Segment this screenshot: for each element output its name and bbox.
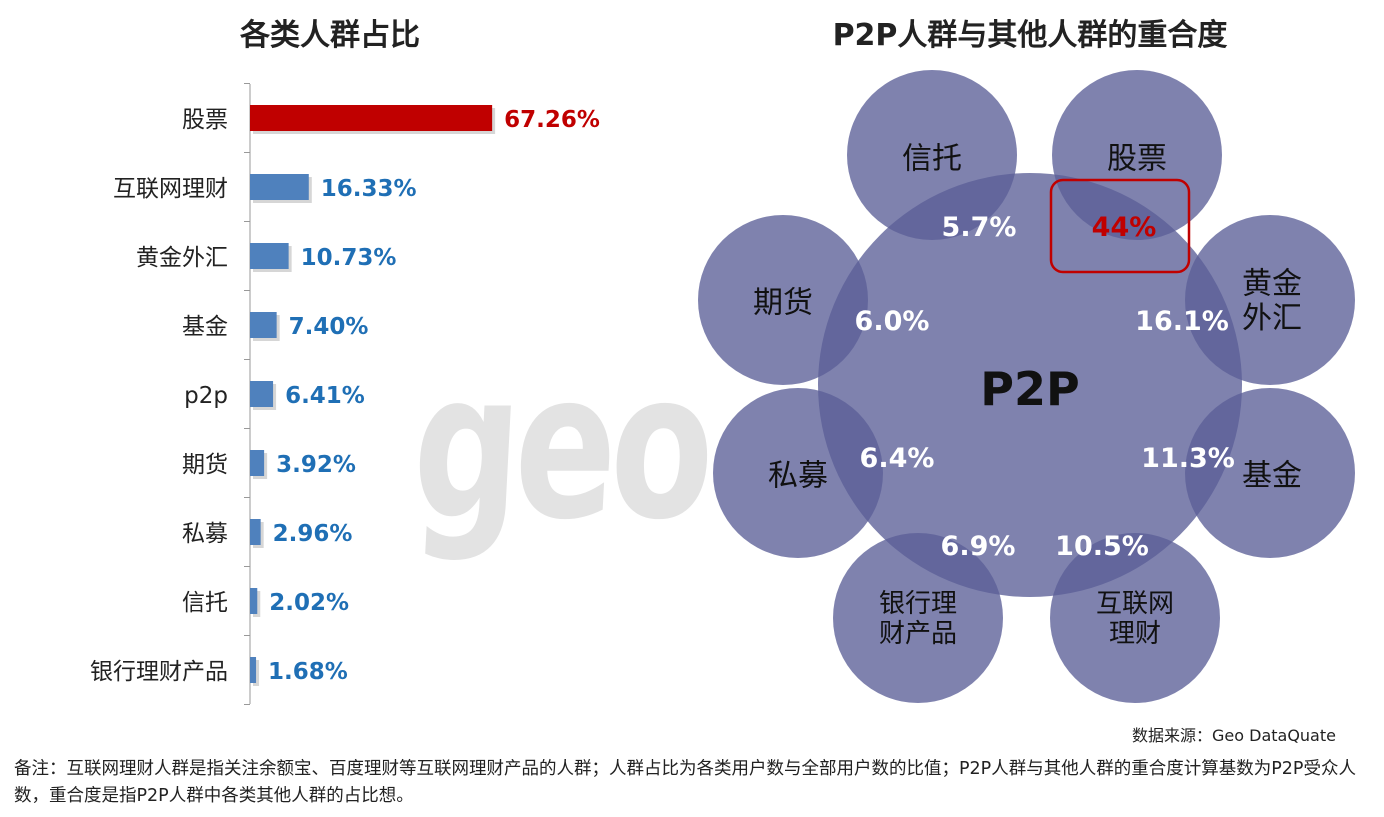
overlap-value-label: 44% xyxy=(1092,212,1157,243)
group-label: 银行理财产品 xyxy=(879,589,957,649)
bar-1 xyxy=(250,105,493,131)
group-circle-1 xyxy=(847,70,1017,240)
bar-2 xyxy=(250,174,309,200)
overlap-value-label: 6.4% xyxy=(860,443,935,474)
p2p-center-label: P2P xyxy=(980,362,1079,416)
footnote: 备注：互联网理财人群是指关注余额宝、百度理财等互联网理财产品的人群；人群占比为各… xyxy=(14,759,1356,806)
bar-4 xyxy=(250,312,277,338)
bar-value-label: 67.26% xyxy=(504,107,600,133)
bar-3 xyxy=(250,243,289,269)
bar-value-label: 2.02% xyxy=(269,590,349,616)
bar-8 xyxy=(250,588,258,614)
bar-7 xyxy=(250,519,261,545)
overlap-value-label: 6.0% xyxy=(855,306,930,337)
group-label: 基金 xyxy=(1242,459,1302,494)
bar-category-label: 银行理财产品 xyxy=(90,659,228,685)
overlap-value-label: 6.9% xyxy=(941,531,1016,562)
group-label: 信托 xyxy=(902,142,962,177)
bar-chart-title: 各类人群占比 xyxy=(240,18,420,53)
bar-value-label: 1.68% xyxy=(268,659,348,685)
bar-value-label: 3.92% xyxy=(276,452,356,478)
group-circle-4 xyxy=(1185,388,1355,558)
data-source: 数据来源：Geo DataQuate xyxy=(1132,726,1336,745)
group-circle-2 xyxy=(1052,70,1222,240)
bar-category-label: 期货 xyxy=(182,452,228,478)
p2p-circle xyxy=(818,173,1242,597)
overlap-value-label: 11.3% xyxy=(1141,443,1235,474)
group-circle-8 xyxy=(698,215,868,385)
bar-chart: 股票 67.26% 互联网理财 16.33% 黄金外汇 10.73% 基金 7.40% p2p 6… xyxy=(90,83,600,705)
group-label: 互联网理财 xyxy=(1096,589,1174,649)
bar-value-label: 2.96% xyxy=(273,521,353,547)
bar-category-label: 互联网理财 xyxy=(113,176,228,202)
group-circle-5 xyxy=(1050,533,1220,703)
overlap-value-label: 10.5% xyxy=(1055,531,1149,562)
group-circle-6 xyxy=(833,533,1003,703)
highlight-box xyxy=(1049,178,1191,274)
bar-category-label: p2p xyxy=(184,383,228,409)
bar-category-label: 股票 xyxy=(182,107,228,133)
bar-category-label: 信托 xyxy=(182,590,228,616)
bar-5 xyxy=(250,381,274,407)
group-label: 股票 xyxy=(1107,142,1167,177)
bar-value-label: 16.33% xyxy=(321,176,417,202)
bar-category-label: 基金 xyxy=(182,314,228,340)
bar-category-label: 黄金外汇 xyxy=(136,245,228,271)
overlap-value-label: 16.1% xyxy=(1135,306,1229,337)
group-label: 期货 xyxy=(753,286,813,321)
overlap-value-label: 5.7% xyxy=(942,212,1017,243)
bar-value-label: 7.40% xyxy=(289,314,369,340)
bar-6 xyxy=(250,450,265,476)
bar-value-label: 10.73% xyxy=(301,245,397,271)
group-label: 黄金外汇 xyxy=(1242,266,1302,336)
group-circle-3 xyxy=(1185,215,1355,385)
bar-category-label: 私募 xyxy=(182,521,228,547)
group-circle-7 xyxy=(713,388,883,558)
bar-value-label: 6.41% xyxy=(285,383,365,409)
bar-9 xyxy=(250,657,257,683)
group-label: 私募 xyxy=(768,459,828,494)
venn-chart-title: P2P人群与其他人群的重合度 xyxy=(832,18,1228,53)
